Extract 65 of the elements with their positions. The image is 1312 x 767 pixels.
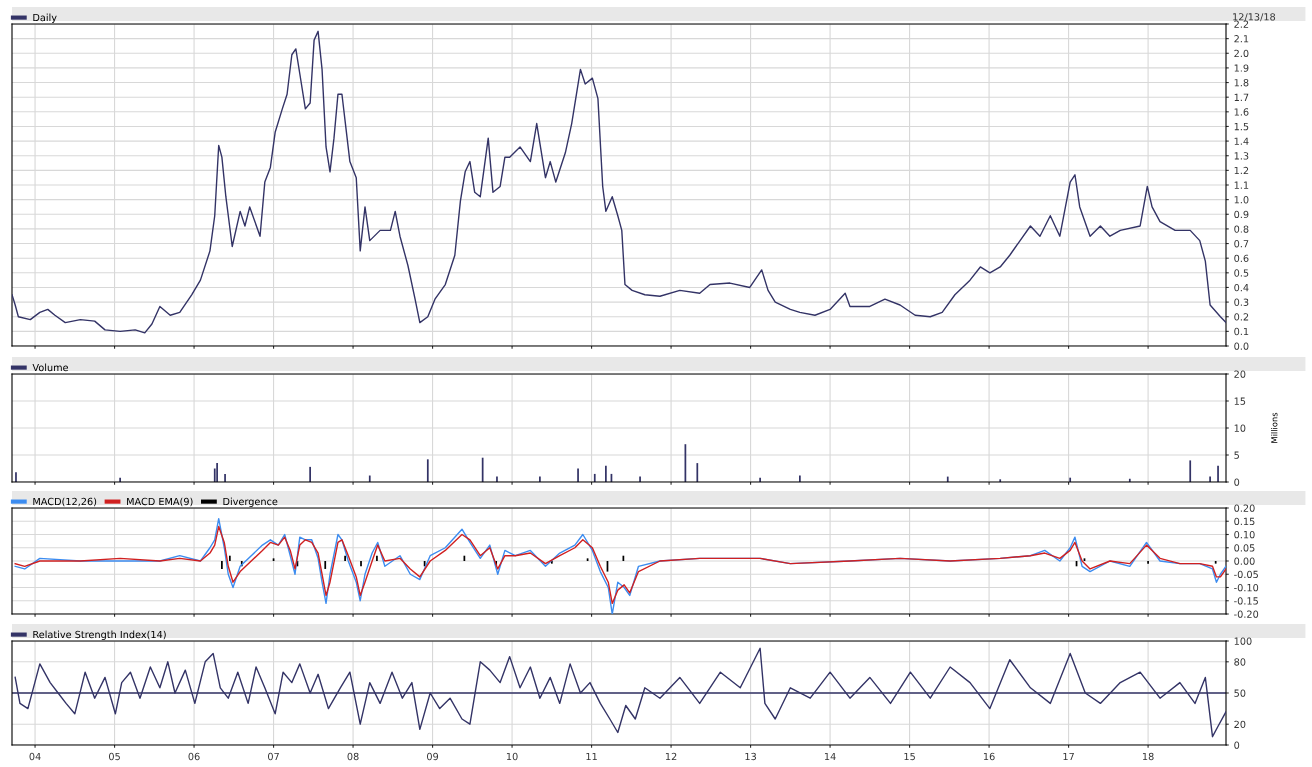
legend-label: MACD EMA(9) xyxy=(127,497,193,507)
y-tick-label: 1.5 xyxy=(1234,123,1249,131)
x-tick-label: 10 xyxy=(506,752,518,761)
x-tick-label: 08 xyxy=(347,752,359,761)
y-tick-label: 0.8 xyxy=(1234,225,1249,233)
x-tick-label: 06 xyxy=(188,752,200,761)
x-tick-label: 17 xyxy=(1063,752,1074,761)
y-tick-label: 0.0 xyxy=(1234,342,1249,350)
y-tick-label: 1.9 xyxy=(1234,64,1249,72)
y-tick-label: 0 xyxy=(1234,741,1240,749)
y-tick-label: 0.9 xyxy=(1234,210,1249,219)
y-tick-label: 0.4 xyxy=(1234,283,1249,292)
legend-label: Volume xyxy=(32,363,69,372)
y-tick-label: 20 xyxy=(1234,370,1246,378)
x-tick-label: 14 xyxy=(824,752,836,761)
y-tick-label: -0.20 xyxy=(1234,610,1259,618)
x-tick-label: 04 xyxy=(29,752,41,761)
y-tick-label: 1.8 xyxy=(1234,79,1249,87)
y-tick-label: 100 xyxy=(1234,637,1252,645)
y-tick-label: 1.2 xyxy=(1234,166,1249,175)
y-tick-label: 5 xyxy=(1234,451,1239,459)
y-tick-label: 0.1 xyxy=(1234,327,1249,336)
y-tick-label: 0.00 xyxy=(1234,557,1255,565)
x-tick-label: 13 xyxy=(745,752,756,761)
x-tick-label: 16 xyxy=(983,752,995,761)
y-tick-label: 0 xyxy=(1234,478,1240,486)
y-tick-label: 0.05 xyxy=(1234,544,1255,552)
y-tick-label: 1.6 xyxy=(1234,108,1249,116)
y-tick-label: -0.05 xyxy=(1234,570,1258,579)
y-axis-title: Millions xyxy=(1271,412,1278,443)
text: 12/13/18 xyxy=(1233,13,1276,22)
y-tick-label: 0.6 xyxy=(1234,254,1249,263)
legend-label: Divergence xyxy=(223,497,278,508)
y-tick-label: 20 xyxy=(1234,720,1246,729)
x-tick-label: 07 xyxy=(268,752,279,761)
y-tick-label: 2.2 xyxy=(1234,20,1249,28)
y-tick-label: 2.1 xyxy=(1234,35,1249,43)
y-tick-label: 1.3 xyxy=(1234,152,1249,160)
legend-label: Daily xyxy=(33,13,57,24)
y-tick-label: 0.2 xyxy=(1234,313,1249,321)
y-tick-label: 0.3 xyxy=(1234,298,1249,306)
x-tick-label: 09 xyxy=(427,752,439,761)
y-tick-label: 1.1 xyxy=(1234,181,1249,189)
x-tick-label: 12 xyxy=(665,752,677,761)
x-tick-label: 11 xyxy=(586,752,597,761)
y-tick-label: 0.10 xyxy=(1234,530,1255,539)
x-tick-label: 18 xyxy=(1142,752,1154,761)
y-tick-label: 10 xyxy=(1234,424,1246,432)
legend-label: Relative Strength Index(14) xyxy=(33,630,166,641)
y-tick-label: 80 xyxy=(1234,658,1246,666)
y-tick-label: 0.15 xyxy=(1234,517,1255,526)
x-tick-label: 15 xyxy=(904,752,915,761)
y-tick-label: -0.10 xyxy=(1234,583,1259,592)
y-tick-label: 1.4 xyxy=(1234,137,1249,145)
y-tick-label: 15 xyxy=(1234,397,1246,405)
y-tick-label: 50 xyxy=(1234,689,1246,697)
y-tick-label: 0.7 xyxy=(1234,240,1249,248)
y-tick-label: 0.20 xyxy=(1234,504,1255,512)
y-tick-label: 2.0 xyxy=(1234,49,1249,58)
y-tick-label: 0.5 xyxy=(1234,269,1249,277)
y-tick-label: 1.7 xyxy=(1234,93,1249,101)
y-tick-label: 1.0 xyxy=(1234,196,1249,204)
x-tick-label: 05 xyxy=(109,752,120,761)
legend-label: MACD(12,26) xyxy=(33,497,97,507)
y-tick-label: -0.15 xyxy=(1234,597,1258,605)
